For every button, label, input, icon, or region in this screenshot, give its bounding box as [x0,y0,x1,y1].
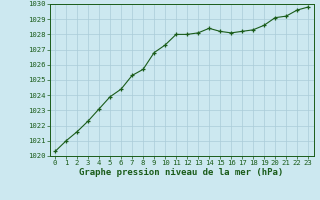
X-axis label: Graphe pression niveau de la mer (hPa): Graphe pression niveau de la mer (hPa) [79,168,284,177]
